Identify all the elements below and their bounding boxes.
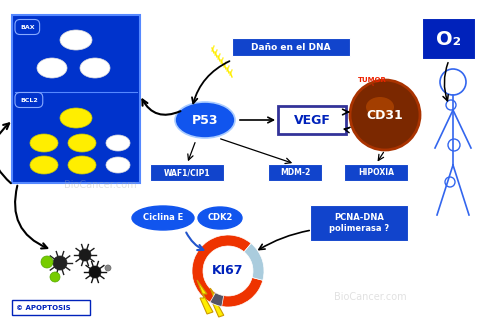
Text: P53: P53 [192, 113, 218, 127]
Text: BioCancer.com: BioCancer.com [334, 292, 406, 302]
FancyBboxPatch shape [278, 106, 346, 134]
Text: VEGF: VEGF [294, 113, 330, 127]
Wedge shape [192, 235, 263, 307]
Circle shape [105, 265, 111, 271]
Ellipse shape [132, 206, 194, 230]
FancyBboxPatch shape [232, 38, 350, 56]
Text: HIPOXIA: HIPOXIA [358, 168, 394, 177]
Circle shape [350, 80, 420, 150]
Circle shape [50, 272, 60, 282]
Text: BCL2: BCL2 [20, 98, 38, 102]
Ellipse shape [37, 58, 67, 78]
Ellipse shape [106, 135, 130, 151]
Text: KI67: KI67 [212, 264, 244, 278]
Ellipse shape [106, 157, 130, 173]
Text: MDM-2: MDM-2 [280, 168, 310, 177]
Ellipse shape [366, 97, 394, 117]
Text: Daño en el DNA: Daño en el DNA [251, 43, 331, 52]
Circle shape [89, 266, 101, 278]
Ellipse shape [60, 108, 92, 128]
Polygon shape [197, 280, 213, 314]
Text: CDK2: CDK2 [208, 213, 233, 223]
Wedge shape [244, 243, 264, 280]
Text: © APOPTOSIS: © APOPTOSIS [16, 305, 70, 311]
Text: O₂: O₂ [436, 30, 462, 49]
Ellipse shape [30, 134, 58, 152]
Ellipse shape [60, 30, 92, 50]
Circle shape [79, 249, 91, 261]
Ellipse shape [80, 58, 110, 78]
Text: WAF1/CIP1: WAF1/CIP1 [164, 168, 210, 177]
Circle shape [41, 256, 53, 268]
Circle shape [53, 256, 67, 270]
Ellipse shape [198, 207, 242, 229]
Text: BioCancer.com: BioCancer.com [64, 180, 136, 190]
FancyBboxPatch shape [12, 300, 90, 315]
FancyBboxPatch shape [150, 164, 224, 181]
Ellipse shape [175, 102, 235, 138]
FancyBboxPatch shape [268, 164, 322, 181]
FancyBboxPatch shape [422, 18, 476, 60]
Ellipse shape [68, 134, 96, 152]
Text: Ciclina E: Ciclina E [143, 213, 183, 223]
Text: CD31: CD31 [366, 109, 403, 121]
Wedge shape [210, 293, 224, 307]
Ellipse shape [30, 156, 58, 174]
FancyBboxPatch shape [310, 205, 408, 241]
FancyBboxPatch shape [12, 15, 140, 183]
Text: PCNA-DNA
polimerasa ?: PCNA-DNA polimerasa ? [329, 213, 389, 233]
Text: BAX: BAX [20, 24, 35, 30]
Polygon shape [210, 288, 224, 317]
Ellipse shape [68, 156, 96, 174]
FancyBboxPatch shape [344, 164, 408, 181]
Text: TUMOR: TUMOR [358, 77, 386, 83]
